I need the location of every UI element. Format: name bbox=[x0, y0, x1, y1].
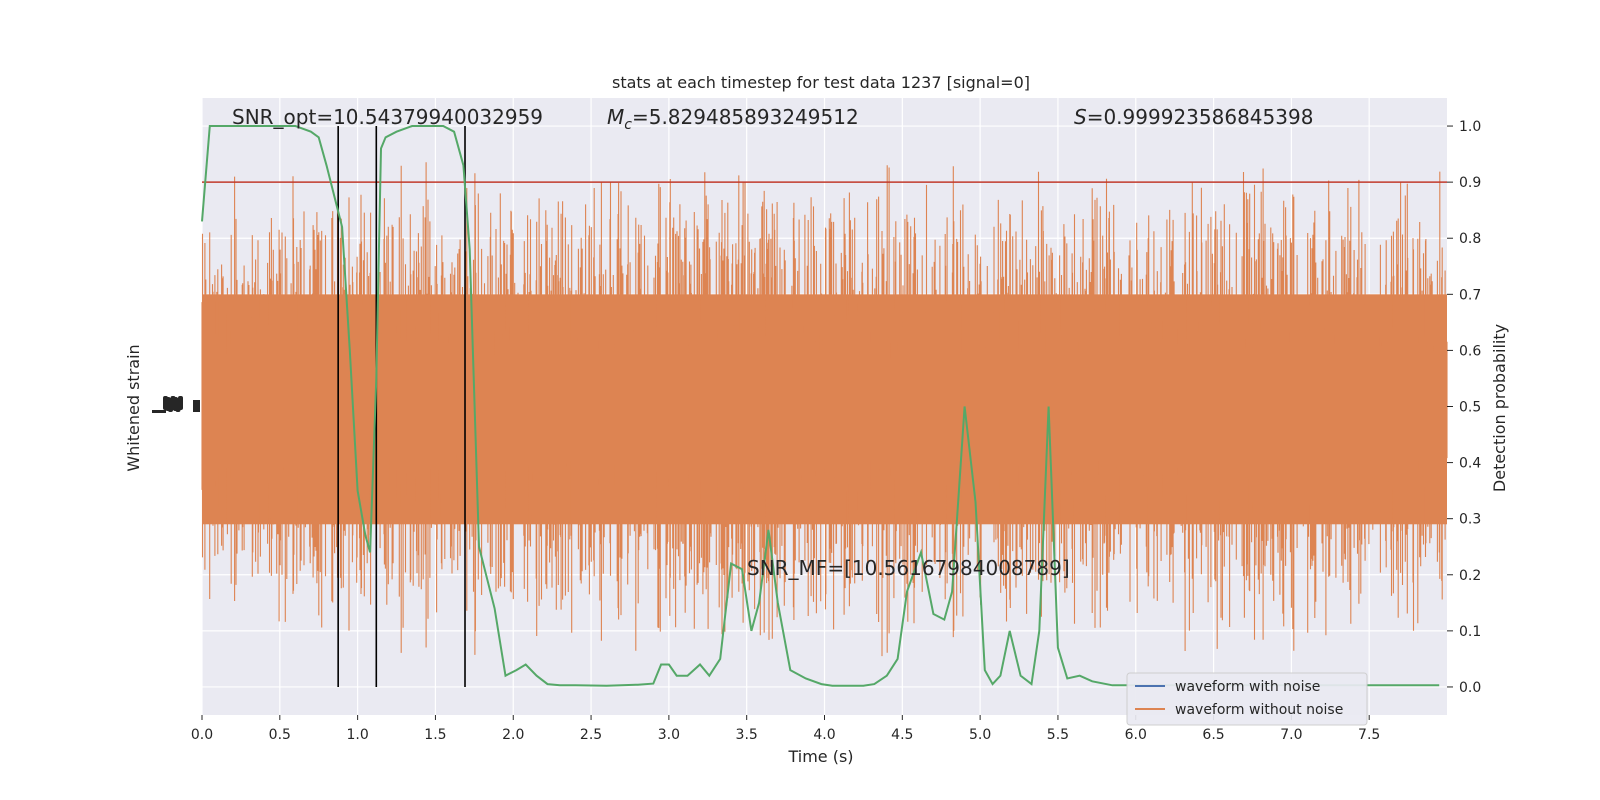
y-tick-label: 0.8 bbox=[1459, 231, 1481, 247]
y-tick-label: 0.4 bbox=[1459, 456, 1481, 472]
y-axis-left-label: Whitened strain bbox=[124, 344, 143, 471]
left-axis-tick-labels bbox=[152, 396, 200, 413]
detection-probability-line bbox=[201, 125, 1440, 687]
y-tick-label: 0.6 bbox=[1459, 343, 1481, 359]
y-tick-label: 0.3 bbox=[1459, 512, 1481, 528]
x-tick-label: 2.5 bbox=[580, 727, 602, 743]
x-tick-label: 7.0 bbox=[1280, 727, 1302, 743]
x-tick-label: 5.5 bbox=[1047, 727, 1069, 743]
legend-box bbox=[1126, 672, 1368, 726]
probability-series bbox=[201, 125, 1440, 687]
x-axis-label: Time (s) bbox=[787, 747, 853, 766]
x-tick-label: 4.5 bbox=[891, 727, 913, 743]
y-tick-label: 0.0 bbox=[1459, 680, 1481, 696]
s-symbol: S bbox=[1074, 105, 1087, 129]
chirp-mass-subscript: c bbox=[624, 117, 632, 133]
legend-label-no-noise: waveform without noise bbox=[1175, 702, 1343, 718]
x-axis-ticks: 0.0 0.5 1.0 1.5 2.0 2.5 3.0 3.5 4.0 4.5 5.0 5.5 6.0 6… bbox=[191, 715, 1380, 743]
x-tick-label: 3.0 bbox=[658, 727, 680, 743]
y-tick-label: 0.5 bbox=[1459, 400, 1481, 416]
left-tick-mark bbox=[193, 400, 200, 412]
x-tick-label: 2.0 bbox=[502, 727, 524, 743]
x-tick-label: 0.0 bbox=[191, 727, 213, 743]
left-tick-glyph bbox=[178, 396, 183, 410]
snr-mf-annotation: SNR_MF=[10.56167984008789] bbox=[747, 556, 1070, 580]
x-tick-label: 0.5 bbox=[269, 727, 291, 743]
y-tick-label: 0.1 bbox=[1459, 624, 1481, 640]
x-tick-label: 3.5 bbox=[736, 727, 758, 743]
chirp-mass-symbol: M bbox=[607, 105, 624, 129]
s-value: =0.999923586845398 bbox=[1087, 105, 1314, 129]
y-tick-label: 0.9 bbox=[1459, 175, 1481, 191]
x-tick-label: 7.5 bbox=[1358, 727, 1380, 743]
y-axis-right-label: Detection probability bbox=[1490, 324, 1509, 492]
chirp-mass-value: =5.829485893249512 bbox=[632, 105, 859, 129]
y-tick-label: 0.2 bbox=[1459, 568, 1481, 584]
legend-label-noise: waveform with noise bbox=[1175, 679, 1320, 695]
left-tick-dash bbox=[152, 410, 166, 413]
legend: waveform with noise waveform without noi… bbox=[1126, 672, 1368, 726]
chirp-mass-annotation: Mc=5.829485893249512 bbox=[607, 105, 859, 133]
x-tick-label: 6.5 bbox=[1202, 727, 1224, 743]
x-tick-label: 5.0 bbox=[969, 727, 991, 743]
x-tick-label: 1.5 bbox=[424, 727, 446, 743]
y-tick-label: 1.0 bbox=[1459, 119, 1481, 135]
x-tick-label: 6.0 bbox=[1125, 727, 1147, 743]
y-tick-label: 0.7 bbox=[1459, 287, 1481, 303]
x-tick-label: 4.0 bbox=[813, 727, 835, 743]
snr-opt-annotation: SNR_opt=10.54379940032959 bbox=[232, 105, 543, 129]
s-annotation: S=0.999923586845398 bbox=[1074, 105, 1313, 129]
x-tick-label: 1.0 bbox=[346, 727, 368, 743]
chart-title: stats at each timestep for test data 123… bbox=[612, 73, 1030, 92]
strain-trace bbox=[201, 162, 1448, 657]
strain-series bbox=[201, 162, 1448, 657]
y-axis-ticks: 0.0 0.1 0.2 0.3 0.4 0.5 0.6 0.7 0.8 0.9 1.0 bbox=[1447, 119, 1481, 696]
